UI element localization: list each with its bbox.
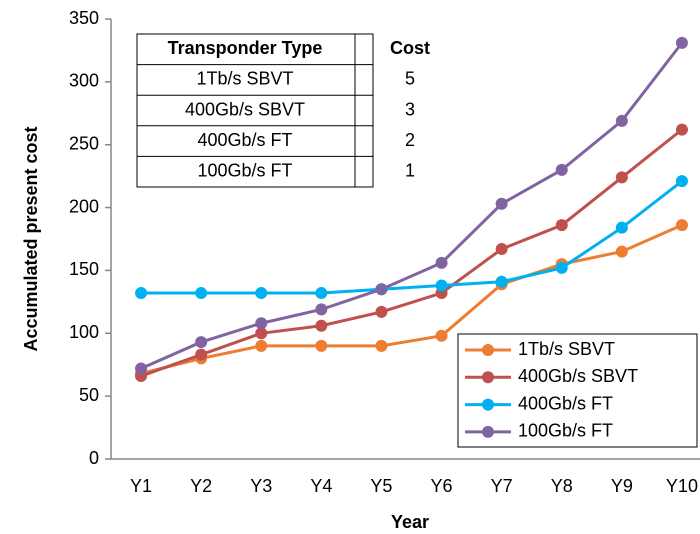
- point: [375, 283, 388, 296]
- legend-label: 1Tb/s SBVT: [518, 339, 615, 359]
- y-tick-label: 0: [89, 448, 99, 468]
- y-axis-label: Accumulated present cost: [21, 126, 41, 351]
- point: [135, 287, 148, 300]
- legend-label: 100Gb/s FT: [518, 421, 613, 441]
- point: [195, 287, 208, 300]
- point: [495, 197, 508, 210]
- point: [255, 317, 268, 330]
- legend-label: 400Gb/s FT: [518, 393, 613, 413]
- point: [315, 319, 328, 332]
- point: [315, 339, 328, 352]
- x-axis-label: Year: [391, 512, 429, 532]
- legend-marker: [482, 344, 494, 356]
- x-tick-label: Y4: [310, 476, 332, 496]
- point: [135, 362, 148, 375]
- series-line: [141, 179, 683, 295]
- x-tick-label: Y3: [250, 476, 272, 496]
- point: [315, 287, 328, 300]
- point: [555, 261, 568, 274]
- y-tick-label: 100: [69, 322, 99, 342]
- table-cell: 1: [405, 160, 415, 180]
- legend-marker: [482, 398, 494, 411]
- table-cell: 400Gb/s SBVT: [185, 99, 305, 119]
- x-tick-label: Y1: [130, 476, 152, 496]
- table-cell: 5: [405, 69, 415, 89]
- y-tick-label: 300: [69, 71, 99, 91]
- point: [555, 163, 568, 176]
- point: [255, 339, 268, 352]
- series-line: [140, 128, 683, 378]
- table-frame: [136, 33, 374, 188]
- point: [435, 256, 448, 269]
- point: [315, 303, 328, 316]
- point: [435, 329, 448, 342]
- table-header: Transponder Type: [168, 38, 323, 58]
- y-tick-label: 200: [69, 196, 99, 216]
- x-tick-label: Y9: [611, 476, 633, 496]
- point: [555, 219, 568, 232]
- point: [255, 287, 268, 300]
- y-tick-label: 250: [69, 133, 99, 153]
- point: [615, 221, 628, 234]
- point: [495, 275, 508, 288]
- point: [675, 123, 688, 136]
- x-tick-label: Y7: [491, 476, 513, 496]
- point: [255, 327, 268, 340]
- point: [495, 243, 508, 256]
- legend-label: 400Gb/s SBVT: [518, 366, 638, 386]
- table-cell: 1Tb/s SBVT: [196, 69, 293, 89]
- x-tick-label: Y10: [666, 476, 698, 496]
- series-line: [140, 41, 684, 370]
- x-tick-label: Y2: [190, 476, 212, 496]
- legend-marker: [482, 425, 494, 438]
- y-tick-label: 350: [69, 8, 99, 28]
- y-tick-label: 150: [69, 259, 99, 279]
- table-header: Cost: [390, 38, 430, 58]
- point: [675, 219, 688, 232]
- y-tick-label: 50: [79, 385, 99, 405]
- point: [615, 245, 628, 258]
- x-tick-label: Y5: [370, 476, 392, 496]
- point: [375, 305, 388, 318]
- table-cell: 400Gb/s FT: [197, 130, 292, 150]
- x-tick-label: Y6: [431, 476, 453, 496]
- series-line: [140, 223, 683, 375]
- table-cell: 100Gb/s FT: [197, 160, 292, 180]
- table-cell: 2: [405, 130, 415, 150]
- point: [195, 336, 208, 349]
- legend-marker: [482, 371, 494, 384]
- x-tick-label: Y8: [551, 476, 573, 496]
- point: [375, 339, 388, 352]
- point: [675, 36, 688, 49]
- point: [675, 175, 688, 188]
- point: [435, 279, 448, 292]
- legend-frame: [457, 333, 698, 448]
- point: [615, 114, 628, 127]
- point: [195, 348, 208, 361]
- point: [615, 171, 628, 184]
- table-cell: 3: [405, 99, 415, 119]
